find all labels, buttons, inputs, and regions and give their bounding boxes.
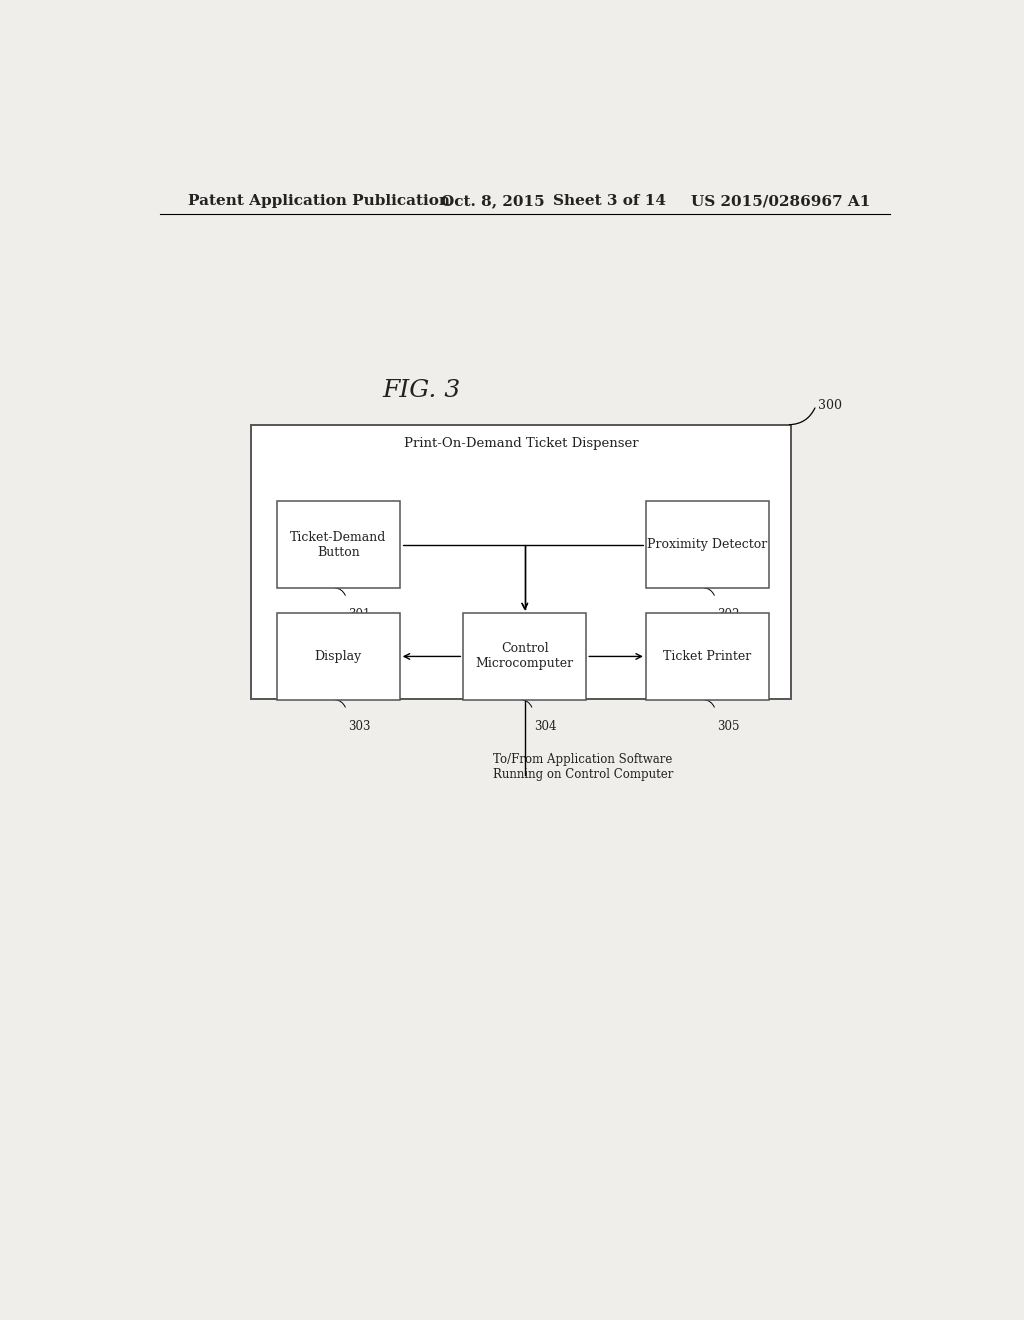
Text: 303: 303 bbox=[348, 719, 371, 733]
Text: 305: 305 bbox=[717, 719, 739, 733]
Bar bbox=[276, 614, 399, 700]
Bar bbox=[646, 502, 769, 587]
Text: Sheet 3 of 14: Sheet 3 of 14 bbox=[553, 194, 666, 209]
Text: FIG. 3: FIG. 3 bbox=[383, 379, 461, 401]
Text: Control
Microcomputer: Control Microcomputer bbox=[476, 643, 573, 671]
Bar bbox=[646, 614, 769, 700]
Bar bbox=[463, 614, 587, 700]
Text: Print-On-Demand Ticket Dispenser: Print-On-Demand Ticket Dispenser bbox=[403, 437, 638, 450]
Bar bbox=[276, 502, 399, 587]
Text: 304: 304 bbox=[535, 719, 557, 733]
Text: Proximity Detector: Proximity Detector bbox=[647, 539, 767, 552]
Text: 300: 300 bbox=[818, 399, 843, 412]
Text: 301: 301 bbox=[348, 609, 371, 622]
Text: 302: 302 bbox=[717, 609, 739, 622]
Text: Display: Display bbox=[314, 649, 361, 663]
Text: US 2015/0286967 A1: US 2015/0286967 A1 bbox=[691, 194, 870, 209]
Text: To/From Application Software
Running on Control Computer: To/From Application Software Running on … bbox=[494, 752, 674, 781]
Bar bbox=[251, 425, 791, 700]
Text: Patent Application Publication: Patent Application Publication bbox=[187, 194, 450, 209]
Text: Ticket-Demand
Button: Ticket-Demand Button bbox=[290, 531, 386, 558]
Text: Oct. 8, 2015: Oct. 8, 2015 bbox=[441, 194, 545, 209]
Text: Ticket Printer: Ticket Printer bbox=[664, 649, 752, 663]
